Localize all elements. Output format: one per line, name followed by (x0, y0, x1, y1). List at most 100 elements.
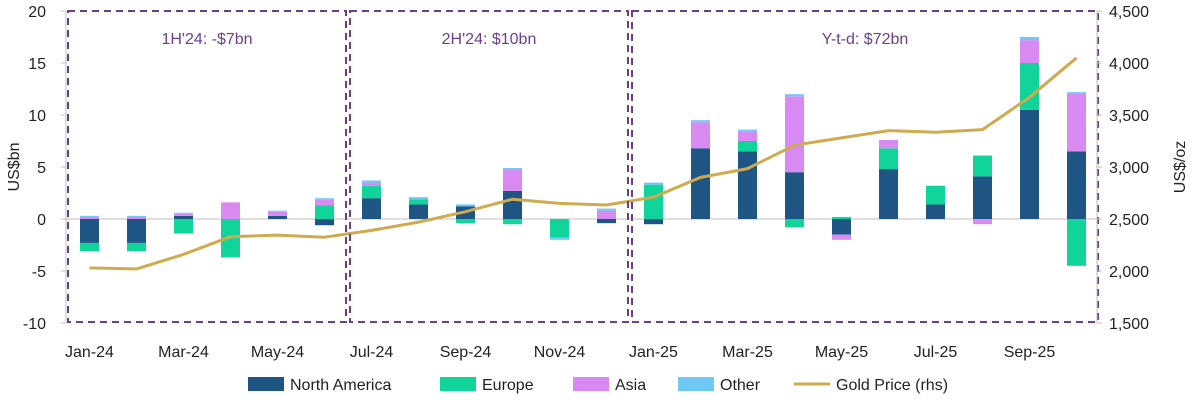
bar-other (80, 215, 99, 217)
bar-europe (785, 219, 804, 228)
bar-asia (691, 122, 710, 149)
bar-north-america (268, 215, 287, 219)
bar-asia (315, 199, 334, 206)
bar-north-america (973, 176, 992, 219)
period-box-1 (67, 10, 347, 323)
bar-other (785, 94, 804, 97)
bar-other (127, 215, 146, 217)
x-tick-label: Jan-25 (629, 344, 678, 361)
bar-other (456, 204, 475, 207)
bar-north-america (597, 219, 616, 224)
gold-price-layer (89, 56, 1078, 271)
y2-tick-label: 4,000 (1109, 56, 1149, 73)
y-axis-title: US$bn (6, 143, 23, 192)
bar-north-america (409, 204, 428, 219)
legend-swatch (678, 377, 714, 391)
x-tick-label: May-24 (251, 344, 304, 361)
bar-north-america (691, 148, 710, 219)
bar-europe (926, 185, 945, 205)
bar-europe (550, 219, 569, 238)
bar-north-america (738, 151, 757, 219)
legend-label: North America (290, 377, 391, 394)
bar-asia (80, 216, 99, 219)
bar-north-america (1020, 109, 1039, 219)
bar-asia (221, 202, 240, 219)
bar-north-america (315, 219, 334, 226)
legend-label: Gold Price (rhs) (836, 377, 948, 394)
bar-other (738, 129, 757, 132)
bar-other (362, 180, 381, 183)
bar-other (1020, 37, 1039, 41)
x-tick-label: Mar-25 (722, 344, 773, 361)
bar-other (597, 208, 616, 211)
x-tick-label: Jul-25 (914, 344, 958, 361)
bar-asia (362, 182, 381, 186)
y2-tick-label: 1,500 (1109, 316, 1149, 333)
bar-asia (832, 234, 851, 240)
legend-label: Europe (482, 377, 534, 394)
y2-tick-label: 2,500 (1109, 212, 1149, 229)
bar-europe (973, 155, 992, 177)
bar-other (503, 168, 522, 170)
period-label-1: 1H'24: -$7bn (161, 31, 252, 48)
bar-europe (409, 199, 428, 205)
bar-asia (1067, 93, 1086, 152)
bar-europe (832, 216, 851, 219)
bar-asia (268, 211, 287, 216)
bar-north-america (503, 190, 522, 219)
bar-europe (1020, 63, 1039, 110)
bar-north-america (127, 219, 146, 243)
bar-north-america (174, 215, 193, 219)
legend: North America Europe Asia Other Gold Price (… (248, 377, 948, 394)
y2-tick-label: 4,500 (1109, 4, 1149, 21)
y2-axis-title: US$/oz (1172, 141, 1189, 193)
bar-north-america (644, 219, 663, 225)
x-tick-label: Nov-24 (534, 344, 586, 361)
gold-price-line (89, 56, 1078, 271)
bar-asia (174, 213, 193, 216)
bar-europe (738, 141, 757, 152)
bar-europe (503, 219, 522, 225)
bar-north-america (926, 204, 945, 219)
y-tick-label: 5 (37, 160, 46, 177)
x-tick-label: Sep-24 (440, 344, 492, 361)
bar-asia (879, 139, 898, 149)
y-tick-label: -5 (32, 264, 46, 281)
bar-north-america (80, 219, 99, 243)
y-tick-label: 10 (28, 108, 46, 125)
period-box-3 (631, 10, 1099, 323)
bar-europe (456, 219, 475, 224)
bar-europe (879, 148, 898, 170)
bar-asia (973, 219, 992, 225)
x-tick-label: Mar-24 (158, 344, 209, 361)
bar-other (691, 120, 710, 123)
legend-label: Asia (615, 377, 646, 394)
bar-europe (362, 185, 381, 199)
period-boxes: 1H'24: -$7bn 2H'24: $10bn Y-t-d: $72bn (67, 10, 1099, 323)
legend-swatch (573, 377, 609, 391)
bar-other (409, 197, 428, 200)
bar-europe (315, 205, 334, 219)
bar-north-america (879, 169, 898, 219)
bar-europe (644, 184, 663, 219)
legend-swatch (440, 377, 476, 391)
x-tick-label: Sep-25 (1004, 344, 1056, 361)
y2-tick-label: 3,500 (1109, 108, 1149, 125)
bar-europe (127, 242, 146, 252)
bar-asia (1020, 40, 1039, 63)
x-tick-label: Jan-24 (65, 344, 114, 361)
bar-europe (80, 242, 99, 252)
legend-label: Other (720, 377, 761, 394)
x-tick-label: Jul-24 (350, 344, 394, 361)
bar-other (268, 210, 287, 212)
x-tick-label: May-25 (815, 344, 868, 361)
legend-swatch (248, 377, 284, 391)
bar-north-america (1067, 151, 1086, 219)
axes-layer: -10 -5 0 5 10 15 20 1,500 2,000 2,500 3,000 3,500 4,… (6, 4, 1189, 361)
bar-asia (738, 131, 757, 141)
bar-other (550, 237, 569, 240)
period-box-2 (349, 10, 629, 323)
bar-europe (174, 219, 193, 234)
bar-europe (1067, 219, 1086, 266)
bar-other (1067, 92, 1086, 94)
